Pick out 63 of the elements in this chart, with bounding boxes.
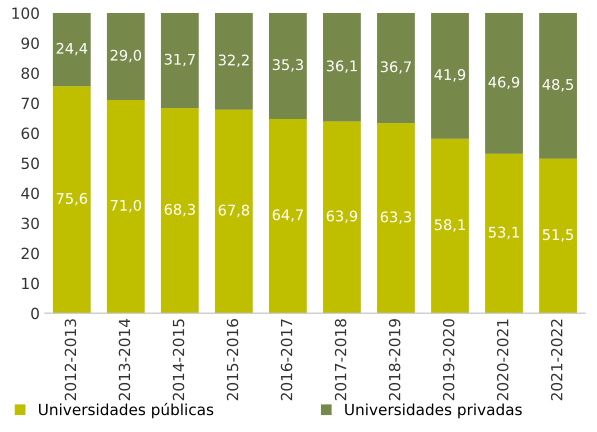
data-label: 36,1	[326, 60, 357, 73]
bar	[268, 12, 307, 119]
bar	[214, 12, 253, 110]
data-label: 31,7	[164, 54, 195, 66]
data-label: 51,5	[542, 229, 574, 242]
data-label: 63,3	[380, 211, 412, 224]
data-label: 29,0	[110, 50, 142, 62]
data-label: 32,2	[218, 54, 249, 68]
legend-label: Universidades privadas	[345, 403, 522, 418]
bar	[52, 12, 91, 86]
data-label: 63,9	[326, 210, 358, 223]
x-tick-label: 2017-2018	[334, 319, 346, 400]
bar	[431, 12, 469, 139]
y-tick-label: 40	[21, 188, 39, 200]
data-label: 53,1	[488, 226, 519, 240]
x-tick-label: 2016-2017	[280, 319, 292, 400]
bar	[377, 123, 415, 314]
x-tick-label: 2020-2021	[496, 319, 508, 400]
x-tick-label: 2021-2022	[550, 320, 562, 400]
data-label: 68,3	[164, 204, 195, 216]
bar	[431, 138, 469, 314]
data-label: 41,9	[434, 69, 466, 82]
bar	[539, 158, 577, 314]
data-label: 36,7	[380, 61, 411, 74]
bar	[106, 12, 145, 100]
data-label: 67,8	[218, 204, 250, 218]
y-tick-label: 90	[21, 37, 39, 50]
data-label: 64,7	[272, 209, 303, 222]
y-tick-label: 10	[22, 278, 39, 290]
y-tick-label: 60	[22, 128, 39, 140]
data-label: 48,5	[542, 78, 574, 92]
y-tick-label: 0	[31, 308, 39, 320]
data-label: 58,1	[434, 219, 465, 232]
bar	[268, 118, 307, 314]
y-tick-label: 30	[22, 218, 39, 230]
data-label: 24,4	[56, 42, 88, 56]
bar	[323, 121, 361, 314]
data-label: 75,6	[56, 192, 88, 206]
y-tick-label: 70	[22, 97, 39, 110]
data-label: 71,0	[110, 200, 142, 212]
bar	[106, 100, 145, 314]
bar	[485, 154, 523, 314]
bar	[377, 12, 415, 124]
bar	[485, 12, 523, 154]
x-tick-label: 2019-2020	[442, 319, 454, 400]
x-tick-label: 2012-2013	[64, 319, 76, 400]
x-tick-label: 2015-2016	[226, 319, 238, 400]
bar	[323, 12, 361, 122]
bar	[160, 12, 199, 108]
bar	[539, 12, 577, 159]
bar	[214, 110, 253, 314]
y-tick-label: 100	[12, 7, 39, 19]
x-tick-label: 2013-2014	[118, 318, 130, 400]
x-tick-label: 2014-2015	[172, 319, 184, 400]
bar	[52, 86, 91, 314]
legend-label: Universidades públicas	[39, 402, 214, 418]
y-tick-label: 50	[22, 158, 39, 170]
y-tick-label: 20	[22, 248, 39, 260]
data-label: 46,9	[488, 76, 520, 90]
data-label: 35,3	[272, 59, 303, 72]
y-tick-label: 80	[22, 67, 39, 80]
x-tick-label: 2018-2019	[388, 319, 400, 400]
bar	[160, 108, 199, 314]
